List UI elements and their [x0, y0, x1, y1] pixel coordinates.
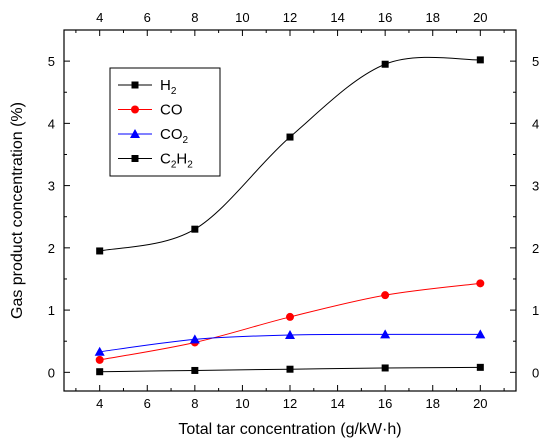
x-tick-label-top: 14 — [330, 10, 344, 25]
data-point-series-2 — [380, 329, 391, 339]
x-tick-label-bottom: 16 — [378, 396, 392, 411]
data-point-series-1 — [476, 279, 485, 288]
y-tick-label-left: 3 — [48, 179, 55, 194]
x-tick-label-bottom: 12 — [283, 396, 297, 411]
x-tick-label-top: 4 — [96, 10, 103, 25]
y-tick-label-right: 1 — [532, 303, 539, 318]
y-tick-label-right: 5 — [532, 54, 539, 69]
data-point-series-0 — [476, 56, 484, 64]
x-axis-title: Total tar concentration (g/kW·h) — [178, 421, 401, 438]
data-point-series-0 — [286, 133, 294, 141]
y-tick-label-left: 5 — [48, 54, 55, 69]
y-tick-label-left: 4 — [48, 116, 55, 131]
x-tick-label-bottom: 18 — [426, 396, 440, 411]
x-tick-label-bottom: 14 — [330, 396, 344, 411]
y-tick-label-right: 2 — [532, 241, 539, 256]
plot-area — [94, 56, 486, 376]
x-tick-label-top: 6 — [144, 10, 151, 25]
legend-marker — [131, 81, 139, 89]
x-tick-label-top: 8 — [191, 10, 198, 25]
data-point-series-2 — [285, 329, 295, 339]
legend-marker — [131, 105, 139, 114]
x-tick-label-bottom: 6 — [144, 396, 151, 411]
y-tick-label-right: 0 — [532, 365, 539, 380]
data-point-series-3 — [96, 368, 104, 376]
legend-label: CO2 — [160, 126, 189, 146]
x-tick-label-bottom: 4 — [96, 396, 103, 411]
x-tick-label-top: 16 — [378, 10, 392, 25]
x-tick-label-bottom: 8 — [191, 396, 198, 411]
data-point-series-3 — [381, 364, 389, 372]
legend-marker — [130, 129, 140, 138]
y-tick-label-left: 1 — [48, 303, 55, 318]
data-point-series-1 — [286, 312, 294, 321]
x-tick-label-bottom: 20 — [473, 396, 487, 411]
y-axis-title: Gas product concentration (%) — [9, 102, 26, 319]
data-point-series-1 — [95, 355, 104, 364]
y-tick-label-right: 3 — [532, 179, 539, 194]
x-tick-label-bottom: 10 — [235, 396, 249, 411]
data-point-series-0 — [96, 247, 104, 255]
legend: H2 CO CO2 C2H2 — [109, 67, 221, 177]
series-line-1 — [99, 282, 481, 361]
legend-label: CO — [160, 102, 183, 119]
data-point-series-3 — [286, 365, 294, 373]
y-tick-label-right: 4 — [532, 116, 539, 131]
data-point-series-0 — [191, 225, 199, 233]
legend-label: C2H2 — [160, 151, 193, 171]
data-point-series-2 — [475, 329, 486, 339]
data-point-series-3 — [476, 363, 484, 371]
data-point-series-2 — [189, 334, 200, 344]
legend-marker — [131, 155, 139, 162]
data-point-series-0 — [381, 60, 389, 68]
x-tick-label-top: 10 — [235, 10, 249, 25]
y-tick-label-left: 2 — [48, 241, 55, 256]
x-tick-label-top: 20 — [473, 10, 487, 25]
data-point-series-2 — [94, 346, 105, 356]
legend-label: H2 — [160, 77, 177, 97]
y-tick-label-left: 0 — [48, 365, 55, 380]
data-point-series-3 — [191, 366, 199, 374]
x-tick-label-top: 12 — [283, 10, 297, 25]
data-point-series-1 — [381, 291, 390, 300]
x-tick-label-top: 18 — [426, 10, 440, 25]
